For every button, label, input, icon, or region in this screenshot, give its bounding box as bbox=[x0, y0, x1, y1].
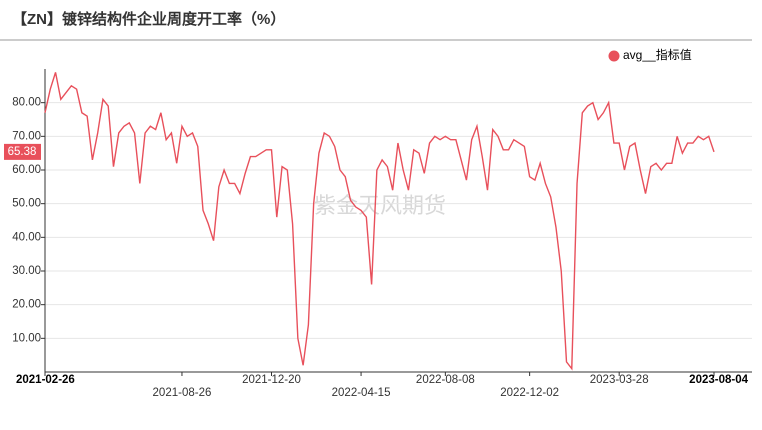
y-tick-label: 50.00 bbox=[12, 198, 41, 210]
y-tick-label: 80.00 bbox=[12, 97, 41, 109]
x-tick-label: 2021-08-26 bbox=[153, 387, 212, 399]
x-tick-label: 2021-12-20 bbox=[242, 374, 301, 386]
series-line bbox=[44, 72, 715, 371]
current-value-badge bbox=[4, 143, 41, 160]
x-tick-label: 2022-04-15 bbox=[332, 387, 391, 399]
x-tick-label: 2022-08-08 bbox=[416, 374, 475, 386]
x-tick-label: 2022-12-02 bbox=[500, 387, 559, 399]
y-tick-label: 40.00 bbox=[12, 231, 41, 243]
legend-swatch bbox=[608, 50, 620, 62]
y-tick-label: 70.00 bbox=[12, 130, 41, 142]
y-tick-label: 10.00 bbox=[12, 332, 41, 344]
legend-label: avg__指标值 bbox=[623, 47, 692, 62]
y-tick-label: 20.00 bbox=[12, 299, 41, 311]
current-value-label: 65.38 bbox=[8, 146, 37, 158]
chart-title: 【ZN】镀锌结构件企业周度开工率（%） bbox=[12, 10, 285, 28]
x-tick-label: 2023-08-04 bbox=[689, 374, 748, 386]
y-tick-label: 60.00 bbox=[12, 164, 41, 176]
x-tick-label: 2021-02-26 bbox=[16, 374, 75, 386]
watermark: 紫金天风期货 bbox=[314, 193, 446, 218]
x-tick-label: 2023-03-28 bbox=[590, 374, 649, 386]
y-tick-label: 30.00 bbox=[12, 265, 41, 277]
